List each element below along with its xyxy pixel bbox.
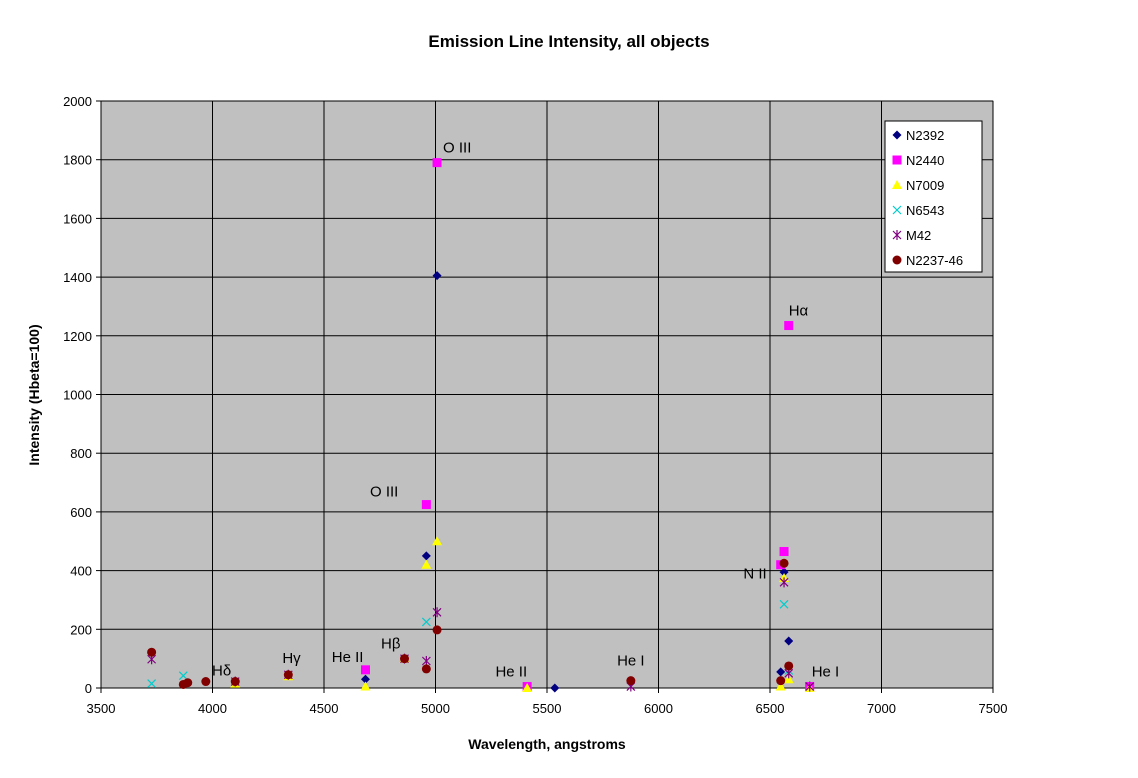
legend-entry: N7009 bbox=[906, 178, 944, 193]
legend-marker bbox=[892, 230, 902, 240]
data-point bbox=[784, 661, 794, 671]
y-tick-label: 800 bbox=[70, 446, 92, 461]
y-tick-label: 200 bbox=[70, 622, 92, 637]
data-point bbox=[776, 676, 786, 686]
y-tick-label: 1600 bbox=[63, 211, 92, 226]
data-point bbox=[400, 654, 410, 664]
legend-marker bbox=[892, 155, 902, 165]
data-point bbox=[779, 599, 789, 609]
data-point bbox=[779, 577, 789, 588]
x-tick-label: 6500 bbox=[756, 701, 785, 716]
data-point bbox=[432, 607, 442, 618]
data-point bbox=[432, 271, 442, 281]
data-point bbox=[626, 676, 636, 686]
data-point bbox=[360, 665, 370, 675]
data-point bbox=[805, 681, 815, 692]
annotation-label: Hγ bbox=[282, 650, 301, 667]
x-tick-label: 4500 bbox=[310, 701, 339, 716]
series-n2237-46 bbox=[147, 558, 794, 689]
data-point bbox=[522, 683, 533, 692]
data-point bbox=[783, 674, 794, 684]
x-tick-label: 5000 bbox=[421, 701, 450, 716]
y-axis-title: Intensity (Hbeta=100) bbox=[26, 324, 42, 465]
x-tick-label: 4000 bbox=[198, 701, 227, 716]
data-point bbox=[201, 677, 211, 687]
legend-box bbox=[884, 120, 983, 273]
data-point bbox=[147, 647, 157, 657]
data-point bbox=[784, 321, 794, 331]
x-tick-labels: 3500 4000 4500 5000 5500 6000 6500 7000 7500 bbox=[87, 701, 1008, 716]
x-tick-label: 6000 bbox=[644, 701, 673, 716]
data-point bbox=[779, 547, 789, 557]
gridlines bbox=[101, 100, 994, 688]
annotation-label: N II bbox=[743, 566, 766, 583]
y-tick-label: 0 bbox=[85, 681, 92, 696]
legend-marker bbox=[892, 255, 902, 265]
legend-marker bbox=[892, 130, 902, 140]
y-tick-labels: 0 200 400 600 800 1000 1200 1400 1600 1800 2000 bbox=[63, 94, 92, 696]
data-point bbox=[432, 536, 443, 546]
y-tick-label: 1200 bbox=[63, 329, 92, 344]
data-point bbox=[421, 617, 431, 627]
data-point bbox=[776, 667, 786, 677]
annotation-label: Hδ bbox=[212, 663, 231, 680]
legend-entry: N2392 bbox=[906, 128, 944, 143]
y-tick-label: 400 bbox=[70, 564, 92, 579]
series-n2392 bbox=[360, 271, 794, 693]
annotation-label: O III bbox=[370, 484, 398, 501]
axes bbox=[96, 100, 994, 693]
data-point bbox=[360, 674, 370, 684]
data-point bbox=[178, 671, 188, 681]
x-axis-title: Wavelength, angstroms bbox=[468, 736, 626, 752]
y-tick-label: 600 bbox=[70, 505, 92, 520]
x-tick-label: 7500 bbox=[979, 701, 1008, 716]
data-points bbox=[147, 158, 815, 693]
data-point bbox=[283, 670, 293, 680]
annotation-label: He II bbox=[332, 649, 364, 666]
data-point bbox=[147, 679, 157, 689]
data-point bbox=[230, 677, 240, 687]
y-tick-label: 1400 bbox=[63, 270, 92, 285]
data-point bbox=[784, 636, 794, 646]
data-point bbox=[550, 683, 560, 693]
legend: N2392 N2440 N7009 N6543 M42 N2237-46 bbox=[884, 120, 983, 273]
data-point bbox=[421, 559, 432, 569]
data-point bbox=[432, 625, 442, 635]
y-tick-label: 2000 bbox=[63, 94, 92, 109]
annotation-label: He II bbox=[495, 664, 527, 681]
legend-entry: N2440 bbox=[906, 153, 944, 168]
data-point bbox=[421, 551, 431, 561]
data-point bbox=[183, 678, 193, 688]
annotation-label: Hα bbox=[789, 303, 809, 320]
legend-entry: N6543 bbox=[906, 203, 944, 218]
x-tick-label: 5500 bbox=[533, 701, 562, 716]
data-point bbox=[779, 567, 789, 577]
legend-marker bbox=[892, 180, 902, 189]
chart-title: Emission Line Intensity, all objects bbox=[428, 32, 709, 51]
data-point bbox=[779, 558, 789, 568]
y-tick-label: 1000 bbox=[63, 388, 92, 403]
x-tick-label: 7000 bbox=[867, 701, 896, 716]
data-point bbox=[360, 681, 371, 691]
data-point bbox=[421, 500, 431, 510]
legend-marker bbox=[892, 205, 902, 215]
x-tick-label: 3500 bbox=[87, 701, 116, 716]
annotation-label: O III bbox=[443, 140, 471, 157]
y-tick-label: 1800 bbox=[63, 153, 92, 168]
data-point bbox=[421, 664, 431, 674]
annotation-label: He I bbox=[617, 653, 645, 670]
data-point bbox=[432, 158, 442, 168]
annotation-label: Hβ bbox=[381, 636, 401, 653]
line-annotations: O III Hα O III N II Hβ He II Hδ Hγ He II He I He I bbox=[212, 140, 839, 681]
legend-entry: M42 bbox=[906, 228, 931, 243]
legend-entry: N2237-46 bbox=[906, 253, 963, 268]
data-point bbox=[421, 655, 431, 666]
annotation-label: He I bbox=[812, 664, 840, 681]
data-point bbox=[775, 681, 786, 691]
